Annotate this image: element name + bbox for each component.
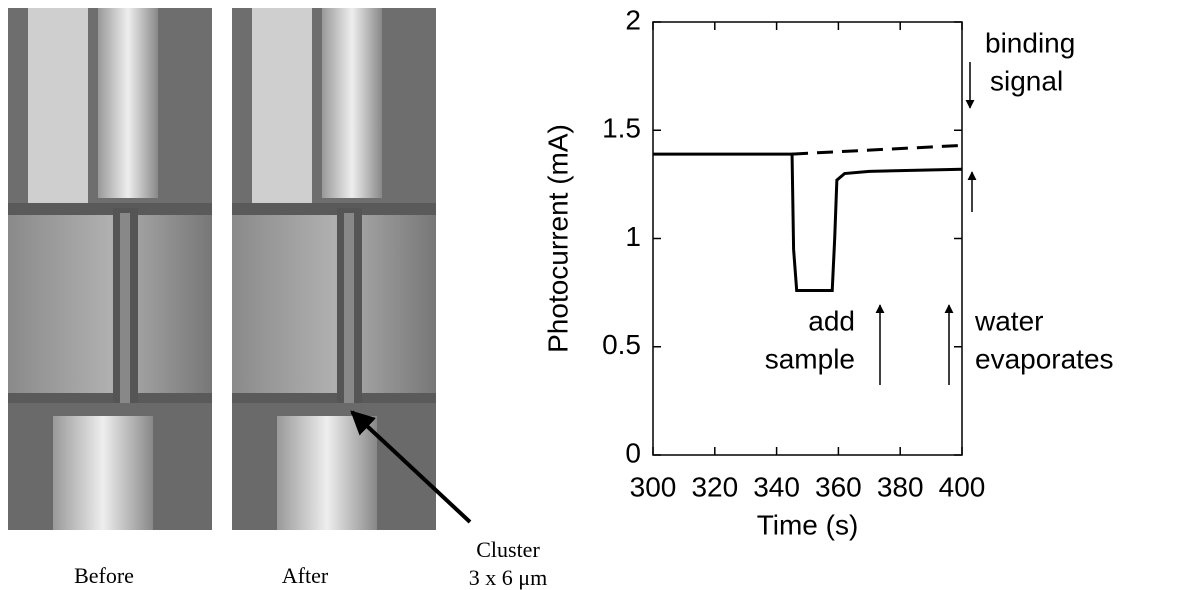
x-tick-label: 300	[630, 471, 677, 502]
x-tick-label: 340	[753, 471, 800, 502]
y-tick-label: 2	[625, 4, 641, 35]
cluster-label: Cluster	[476, 537, 540, 562]
data-line	[653, 152, 963, 292]
panel-label: Before	[74, 563, 134, 588]
x-tick-label: 400	[939, 471, 986, 502]
y-axis-label: Photocurrent (mA)	[542, 124, 573, 353]
y-tick-label: 1	[625, 221, 641, 252]
data-line	[791, 143, 963, 156]
before-image	[8, 8, 212, 530]
y-tick-label: 0.5	[602, 329, 641, 360]
annotation: add	[808, 305, 855, 336]
after-image	[232, 8, 436, 530]
x-tick-label: 360	[815, 471, 862, 502]
annotation: sample	[765, 343, 855, 374]
x-tick-label: 320	[691, 471, 738, 502]
annotation: binding	[985, 27, 1075, 58]
y-tick-label: 0	[625, 437, 641, 468]
panel-label: After	[282, 563, 329, 588]
y-tick-label: 1.5	[602, 113, 641, 144]
cluster-size: 3 x 6 μm	[469, 565, 547, 590]
annotation: water	[974, 305, 1043, 336]
x-axis-label: Time (s)	[757, 509, 859, 540]
plot-frame	[652, 21, 963, 456]
annotation: evaporates	[975, 343, 1114, 374]
annotation: signal	[990, 65, 1063, 96]
cluster-arrow	[350, 410, 472, 524]
x-tick-label: 380	[877, 471, 924, 502]
